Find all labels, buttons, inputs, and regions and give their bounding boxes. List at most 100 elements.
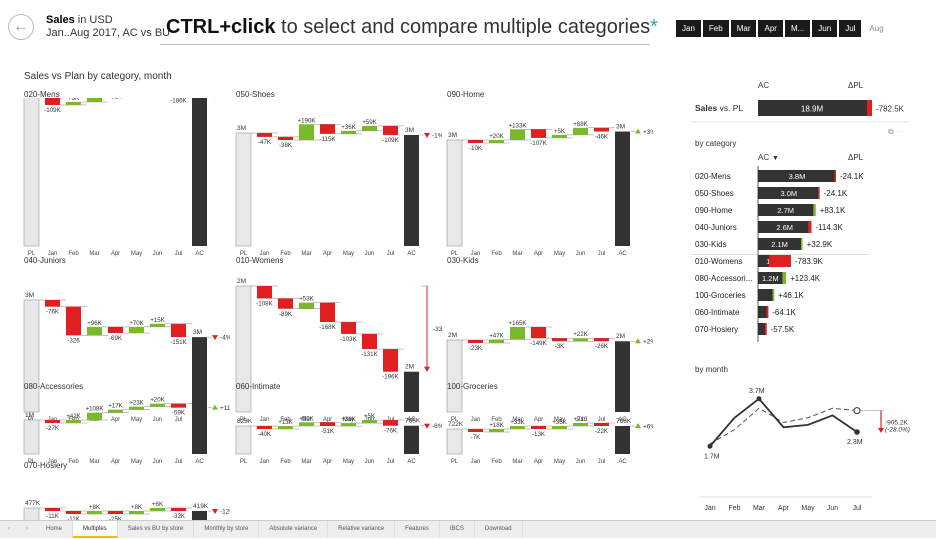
category-row-label: 010-Womens bbox=[695, 257, 742, 266]
x-axis-label: Mar bbox=[301, 417, 311, 423]
delta-bar bbox=[87, 98, 102, 102]
delta-bar bbox=[510, 426, 525, 429]
delta-label: +22K bbox=[573, 331, 588, 338]
multiple-chart: 829K -40K +13K +50K -51K +36K +5K -76K 765K -8% PL… bbox=[235, 413, 442, 465]
month-button-5[interactable]: Jun bbox=[812, 20, 838, 37]
x-axis-label: Apr bbox=[534, 459, 543, 465]
sales-vs-pl-label: Sales vs. PL bbox=[695, 103, 743, 113]
x-axis-label: Mar bbox=[512, 417, 522, 423]
variance-arrow-icon bbox=[424, 366, 430, 372]
delta-bar bbox=[341, 322, 356, 334]
category-dpl-bar bbox=[766, 306, 769, 318]
x-axis-label: Apr bbox=[323, 459, 332, 465]
category-ac-bar bbox=[758, 272, 783, 284]
x-axis-label: Mar bbox=[512, 251, 522, 257]
multiple-chart: 2M -23K +47K +165K -149K -3K +22K -26K 2M +2% PL Ja… bbox=[446, 320, 653, 423]
tab-relative-variance[interactable]: Relative variance bbox=[328, 521, 396, 538]
x-axis-label: PL bbox=[240, 251, 248, 257]
delta-bar bbox=[278, 426, 293, 429]
prev-page-icon[interactable]: ‹ bbox=[8, 526, 10, 532]
category-dpl-value: -783.9K bbox=[795, 257, 824, 266]
delta-label: +96K bbox=[87, 320, 102, 327]
x-axis-label: May bbox=[343, 459, 354, 465]
delta-bar bbox=[489, 429, 504, 432]
delta-bar bbox=[108, 409, 123, 413]
delta-bar bbox=[171, 323, 186, 338]
x-axis-label: Jun bbox=[365, 417, 375, 423]
x-axis-label: PL bbox=[451, 417, 459, 423]
delta-bar bbox=[489, 339, 504, 343]
title-divider bbox=[160, 44, 650, 45]
ac-bar bbox=[192, 407, 207, 454]
month-button-4[interactable]: M... bbox=[784, 20, 811, 37]
month-axis-label: Jan bbox=[704, 505, 715, 512]
pl-bar bbox=[23, 419, 40, 455]
category-dpl-header: ΔPL bbox=[848, 153, 864, 162]
next-page-icon[interactable]: › bbox=[26, 526, 28, 532]
variance-label: -1% bbox=[220, 98, 230, 100]
tab-home[interactable]: Home bbox=[36, 521, 74, 538]
ac-value-label: 1M bbox=[193, 400, 202, 407]
month-button-7[interactable]: Aug bbox=[863, 20, 890, 37]
sales-dpl-value: -782.5K bbox=[876, 105, 905, 114]
month-button-6[interactable]: Jul bbox=[839, 20, 862, 37]
variance-label: -4% bbox=[220, 335, 230, 342]
delta-label: -326 bbox=[67, 337, 80, 344]
category-dpl-value: +32.9K bbox=[807, 240, 833, 249]
month-button-2[interactable]: Mar bbox=[730, 20, 757, 37]
category-dpl-bar bbox=[818, 187, 820, 199]
delta-bar bbox=[362, 125, 377, 131]
month-button-3[interactable]: Apr bbox=[758, 20, 783, 37]
tab-features[interactable]: Features bbox=[395, 521, 440, 538]
delta-label: -40K bbox=[258, 431, 272, 438]
x-axis-label: Apr bbox=[534, 251, 543, 257]
category-row-label: 030-Kids bbox=[695, 240, 727, 249]
down-triangle-icon bbox=[212, 509, 218, 514]
delta-bar bbox=[299, 124, 314, 141]
delta-bar bbox=[383, 125, 398, 135]
pl-bar bbox=[23, 98, 40, 247]
tab-monthly-by-store[interactable]: Monthly by store bbox=[194, 521, 260, 538]
tab-absolute-variance[interactable]: Absolute variance bbox=[259, 521, 329, 538]
tab-ibcs[interactable]: IBCS bbox=[440, 521, 475, 538]
multiple-title: 060-Intimate bbox=[236, 382, 281, 391]
category-ac-value: 2.7M bbox=[777, 206, 794, 215]
delta-bar bbox=[299, 422, 314, 426]
tab-sales-vs-bu-by-store[interactable]: Sales vs BU by store bbox=[118, 521, 195, 538]
delta-bar bbox=[45, 420, 60, 423]
category-ac-header: AC bbox=[758, 153, 769, 162]
delta-label: -13K bbox=[532, 431, 546, 438]
delta-label: -22K bbox=[595, 428, 609, 435]
ac-bar bbox=[615, 341, 630, 412]
delta-bar bbox=[552, 426, 567, 429]
x-axis-label: Jul bbox=[175, 417, 183, 423]
month-variance-label: -905.2K bbox=[885, 420, 908, 427]
delta-label: -51K bbox=[321, 428, 335, 435]
last-point bbox=[854, 429, 860, 435]
delta-label: +88K bbox=[573, 121, 588, 128]
x-axis-label: May bbox=[554, 251, 565, 257]
tab-download[interactable]: Download bbox=[475, 521, 523, 538]
x-axis-label: Jul bbox=[598, 459, 606, 465]
delta-label: +36K bbox=[341, 124, 356, 131]
multiple-chart: 2M -108K -89K +53K -168K -103K -131K -196K 2M -33… bbox=[235, 278, 442, 423]
month-axis-label: Jul bbox=[853, 505, 862, 512]
delta-bar bbox=[45, 300, 60, 307]
month-button-1[interactable]: Feb bbox=[702, 20, 729, 37]
delta-label: -10K bbox=[469, 145, 483, 152]
back-button[interactable]: ← bbox=[8, 14, 34, 40]
x-axis-label: Jun bbox=[576, 459, 586, 465]
pl-bar bbox=[23, 299, 40, 413]
multiple-chart: 4M-109K+3K+161K-32K+40K+100K-186K4M-1%PL… bbox=[23, 98, 230, 257]
tab-multiples[interactable]: Multiples bbox=[73, 521, 118, 538]
category-row-label: 090-Home bbox=[695, 206, 733, 215]
month-button-0[interactable]: Jan bbox=[676, 20, 701, 37]
x-axis-label: Jan bbox=[48, 251, 58, 257]
delta-bar bbox=[510, 129, 525, 140]
delta-label: +47K bbox=[489, 332, 504, 339]
delta-label: +53K bbox=[299, 296, 314, 303]
up-triangle-icon bbox=[635, 338, 641, 344]
ac-value-label: 3M bbox=[405, 127, 414, 134]
pl-bar bbox=[235, 425, 252, 455]
header-sales-label: Sales in USD bbox=[46, 14, 113, 26]
